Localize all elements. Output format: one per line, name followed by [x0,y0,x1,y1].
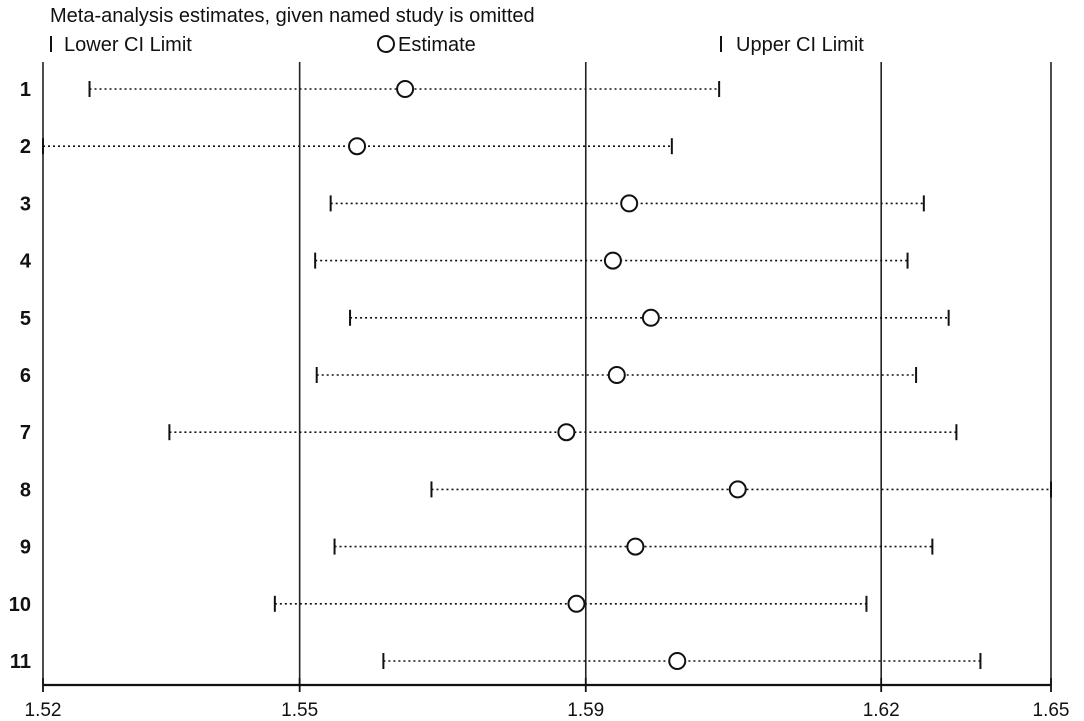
x-ticks: 1.52 1.55 1.59 1.62 1.65 [25,678,1070,721]
axes [42,62,1052,687]
study-label: 6 [20,365,31,387]
estimate-marker [603,251,622,270]
x-tick-label: 1.62 [863,700,900,721]
estimate-marker [668,652,687,670]
study-label: 7 [20,422,31,444]
reference-lines [298,62,882,685]
study-label: 1 [20,79,31,101]
estimate-marker [607,366,626,384]
study-row: 10 [9,594,868,616]
x-tick-label: 1.52 [25,700,62,721]
study-row: 4 [20,251,909,273]
estimate-marker [641,308,660,327]
study-row: 9 [20,537,934,559]
x-tick-label: 1.59 [567,700,604,721]
study-rows: 1 2 3 4 5 6 7 8 9 10 11 [9,79,1052,673]
legend-lower-label: Lower CI Limit [64,34,192,56]
estimate-marker [567,594,586,613]
estimate-marker [620,194,639,213]
study-label: 8 [20,479,31,501]
study-row: 6 [20,365,918,387]
study-label: 10 [9,594,31,616]
study-row: 1 [20,79,721,101]
study-label: 2 [20,136,31,158]
x-tick-label: 1.55 [281,700,318,721]
study-row: 8 [20,479,1052,501]
estimate-marker [626,537,645,556]
study-row: 11 [10,651,982,673]
study-row: 2 [20,136,673,158]
study-label: 4 [20,251,32,273]
legend-upper-label: Upper CI Limit [736,34,864,56]
estimate-marker [557,423,576,442]
study-label: 9 [20,537,31,559]
legend-estimate-marker [377,35,395,53]
study-label: 3 [20,193,31,215]
legend-estimate-label: Estimate [398,34,476,56]
estimate-marker [728,480,747,499]
x-tick-label: 1.65 [1033,700,1070,721]
study-row: 3 [20,193,925,215]
study-row: 7 [20,422,958,444]
estimate-marker [348,137,367,156]
study-label: 5 [20,308,31,330]
legend: Lower CI Limit Estimate Upper CI Limit [50,34,864,56]
study-label: 11 [10,651,31,673]
estimate-marker [396,80,415,98]
chart-title: Meta-analysis estimates, given named stu… [50,5,535,27]
study-row: 5 [20,308,950,330]
